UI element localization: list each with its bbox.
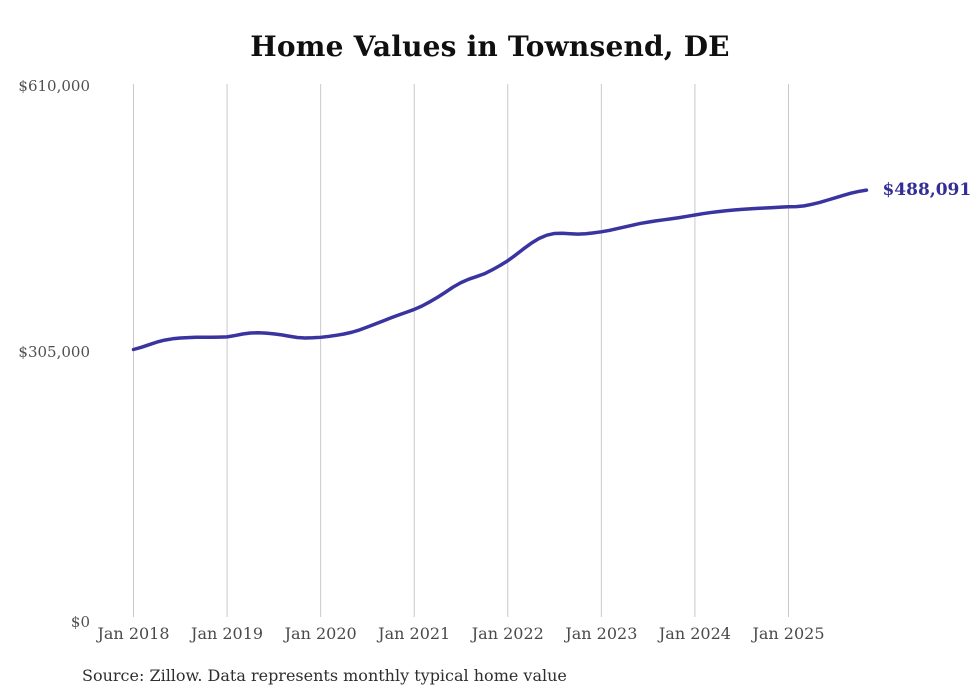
x-tick-label: Jan 2019 [191,624,264,643]
x-tick-label: Jan 2023 [565,624,638,643]
chart-title: Home Values in Townsend, DE [250,30,730,63]
x-tick-label: Jan 2025 [752,624,825,643]
y-tick-label: $0 [70,613,90,631]
y-tick-label: $610,000 [18,77,90,95]
x-tick-label: Jan 2020 [284,624,357,643]
end-value-label: $488,091 [882,180,972,201]
x-tick-label: Jan 2022 [471,624,544,643]
x-tick-label: Jan 2021 [378,624,451,643]
home-value-series-line [131,188,869,352]
source-note: Source: Zillow. Data represents monthly … [82,666,567,685]
y-tick-label: $305,000 [18,342,90,361]
x-tick-label: Jan 2024 [658,624,731,643]
x-tick-label: Jan 2018 [97,624,170,643]
